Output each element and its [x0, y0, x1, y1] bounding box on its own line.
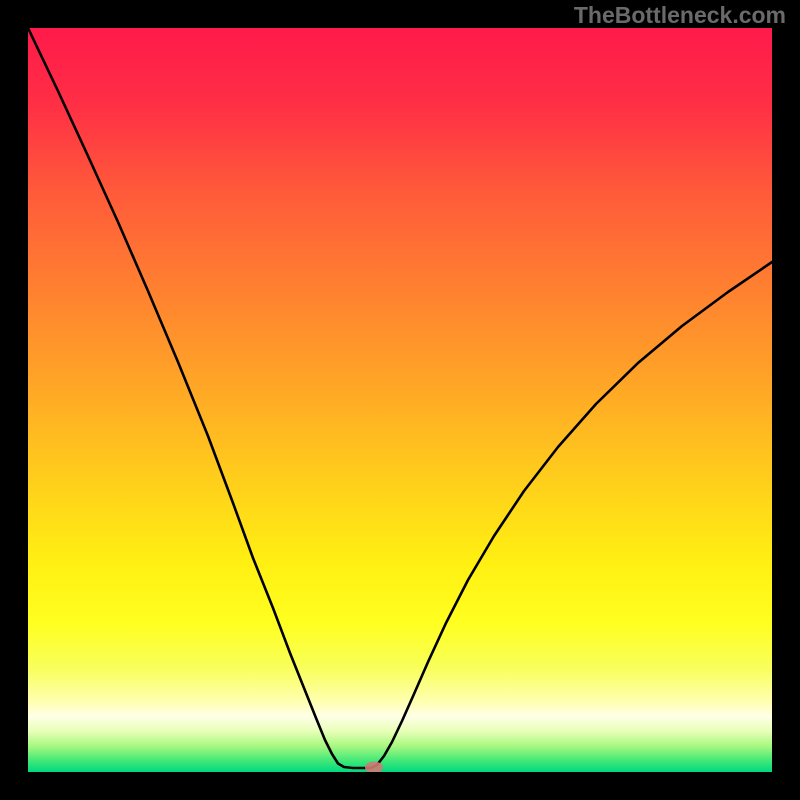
chart-background [28, 28, 772, 772]
watermark-label: TheBottleneck.com [574, 2, 786, 28]
watermark-text: TheBottleneck.com [574, 2, 786, 29]
bottleneck-chart [28, 28, 772, 772]
plot-area [28, 28, 772, 772]
